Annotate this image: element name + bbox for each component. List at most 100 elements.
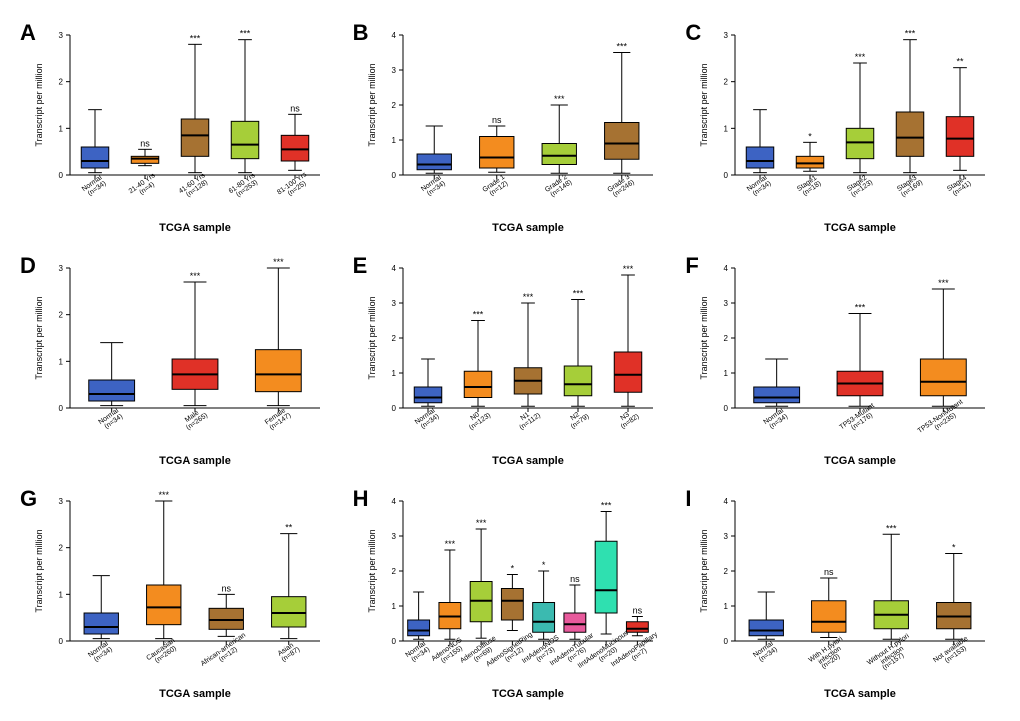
y-tick-label: 3 xyxy=(59,31,64,40)
panel-D: D0123Transcript per millionNormal(n=34)*… xyxy=(20,253,335,468)
panel-letter: F xyxy=(685,253,698,279)
significance-label: ns xyxy=(221,583,231,593)
significance-label: *** xyxy=(190,33,201,43)
boxplot-chart: 01234Transcript per millionNormal(n=34)*… xyxy=(685,253,995,468)
boxplot-chart: 01234Transcript per millionNormal(n=34)*… xyxy=(353,486,663,701)
y-axis-label: Transcript per million xyxy=(699,529,709,612)
significance-label: *** xyxy=(190,271,201,281)
y-tick-label: 3 xyxy=(724,532,729,541)
y-tick-label: 3 xyxy=(391,66,396,75)
panel-grid: A0123Transcript per millionNormal(n=34)n… xyxy=(20,20,1000,701)
significance-label: *** xyxy=(622,264,633,274)
y-tick-label: 2 xyxy=(59,78,64,87)
significance-label: ns xyxy=(140,138,150,148)
y-tick-label: 1 xyxy=(724,369,729,378)
y-tick-label: 3 xyxy=(391,532,396,541)
panel-letter: B xyxy=(353,20,369,46)
panel-B: B01234Transcript per millionNormal(n=34)… xyxy=(353,20,668,235)
significance-label: * xyxy=(809,131,813,141)
y-tick-label: 2 xyxy=(59,311,64,320)
y-tick-label: 4 xyxy=(724,497,729,506)
x-axis-label: TCGA sample xyxy=(824,455,896,467)
box xyxy=(417,154,451,170)
box xyxy=(147,585,181,625)
box xyxy=(532,603,554,633)
panel-letter: C xyxy=(685,20,701,46)
box xyxy=(749,620,783,636)
y-tick-label: 2 xyxy=(724,334,729,343)
box xyxy=(921,359,967,396)
y-axis-label: Transcript per million xyxy=(367,63,377,146)
box xyxy=(84,613,118,634)
box xyxy=(847,128,875,158)
box xyxy=(604,123,638,160)
significance-label: ns xyxy=(632,606,642,616)
significance-label: *** xyxy=(886,523,897,533)
boxplot-chart: 0123Transcript per millionNormal(n=34)**… xyxy=(20,253,330,468)
box xyxy=(595,541,617,613)
y-axis-label: Transcript per million xyxy=(34,63,44,146)
box xyxy=(501,589,523,621)
box xyxy=(281,135,309,161)
y-tick-label: 3 xyxy=(724,299,729,308)
significance-label: * xyxy=(952,543,956,553)
panel-letter: D xyxy=(20,253,36,279)
significance-label: *** xyxy=(240,29,251,39)
significance-label: ** xyxy=(957,57,965,67)
y-tick-label: 4 xyxy=(391,31,396,40)
boxplot-chart: 0123Transcript per millionNormal(n=34)*S… xyxy=(685,20,995,235)
box xyxy=(542,144,576,165)
y-tick-label: 2 xyxy=(391,567,396,576)
box xyxy=(812,601,846,633)
box xyxy=(754,387,800,403)
y-axis-label: Transcript per million xyxy=(34,296,44,379)
box xyxy=(407,620,429,636)
y-tick-label: 4 xyxy=(724,264,729,273)
significance-label: ns xyxy=(290,103,300,113)
boxplot-chart: 01234Transcript per millionNormal(n=34)n… xyxy=(685,486,995,701)
panel-letter: H xyxy=(353,486,369,512)
box xyxy=(255,350,301,392)
panel-H: H01234Transcript per millionNormal(n=34)… xyxy=(353,486,668,701)
box xyxy=(464,371,492,397)
box xyxy=(947,117,975,157)
y-tick-label: 3 xyxy=(59,497,64,506)
significance-label: ns xyxy=(570,574,580,584)
x-axis-label: TCGA sample xyxy=(824,688,896,700)
y-tick-label: 0 xyxy=(59,637,64,646)
box xyxy=(564,366,592,396)
boxplot-chart: 01234Transcript per millionNormal(n=34)*… xyxy=(353,253,663,468)
panel-letter: I xyxy=(685,486,691,512)
significance-label: ns xyxy=(824,567,834,577)
y-tick-label: 0 xyxy=(391,637,396,646)
x-axis-label: TCGA sample xyxy=(824,222,896,234)
x-axis-label: TCGA sample xyxy=(492,455,564,467)
y-tick-label: 1 xyxy=(59,124,64,133)
x-axis-label: TCGA sample xyxy=(159,222,231,234)
y-tick-label: 2 xyxy=(724,567,729,576)
y-axis-label: Transcript per million xyxy=(699,63,709,146)
y-tick-label: 3 xyxy=(391,299,396,308)
y-tick-label: 4 xyxy=(391,497,396,506)
panel-A: A0123Transcript per millionNormal(n=34)n… xyxy=(20,20,335,235)
x-axis-label: TCGA sample xyxy=(492,222,564,234)
significance-label: *** xyxy=(522,292,533,302)
boxplot-chart: 0123Transcript per millionNormal(n=34)**… xyxy=(20,486,330,701)
box xyxy=(479,137,513,169)
box xyxy=(272,597,306,627)
y-tick-label: 4 xyxy=(391,264,396,273)
box xyxy=(131,156,159,163)
y-tick-label: 1 xyxy=(391,136,396,145)
y-tick-label: 1 xyxy=(391,602,396,611)
significance-label: ns xyxy=(492,115,502,125)
y-tick-label: 1 xyxy=(724,124,729,133)
y-tick-label: 2 xyxy=(391,101,396,110)
panel-F: F01234Transcript per millionNormal(n=34)… xyxy=(685,253,1000,468)
x-axis-label: TCGA sample xyxy=(159,455,231,467)
y-axis-label: Transcript per million xyxy=(699,296,709,379)
panel-letter: E xyxy=(353,253,368,279)
significance-label: *** xyxy=(273,257,284,267)
x-axis-label: TCGA sample xyxy=(159,688,231,700)
y-tick-label: 1 xyxy=(724,602,729,611)
y-tick-label: 0 xyxy=(391,171,396,180)
